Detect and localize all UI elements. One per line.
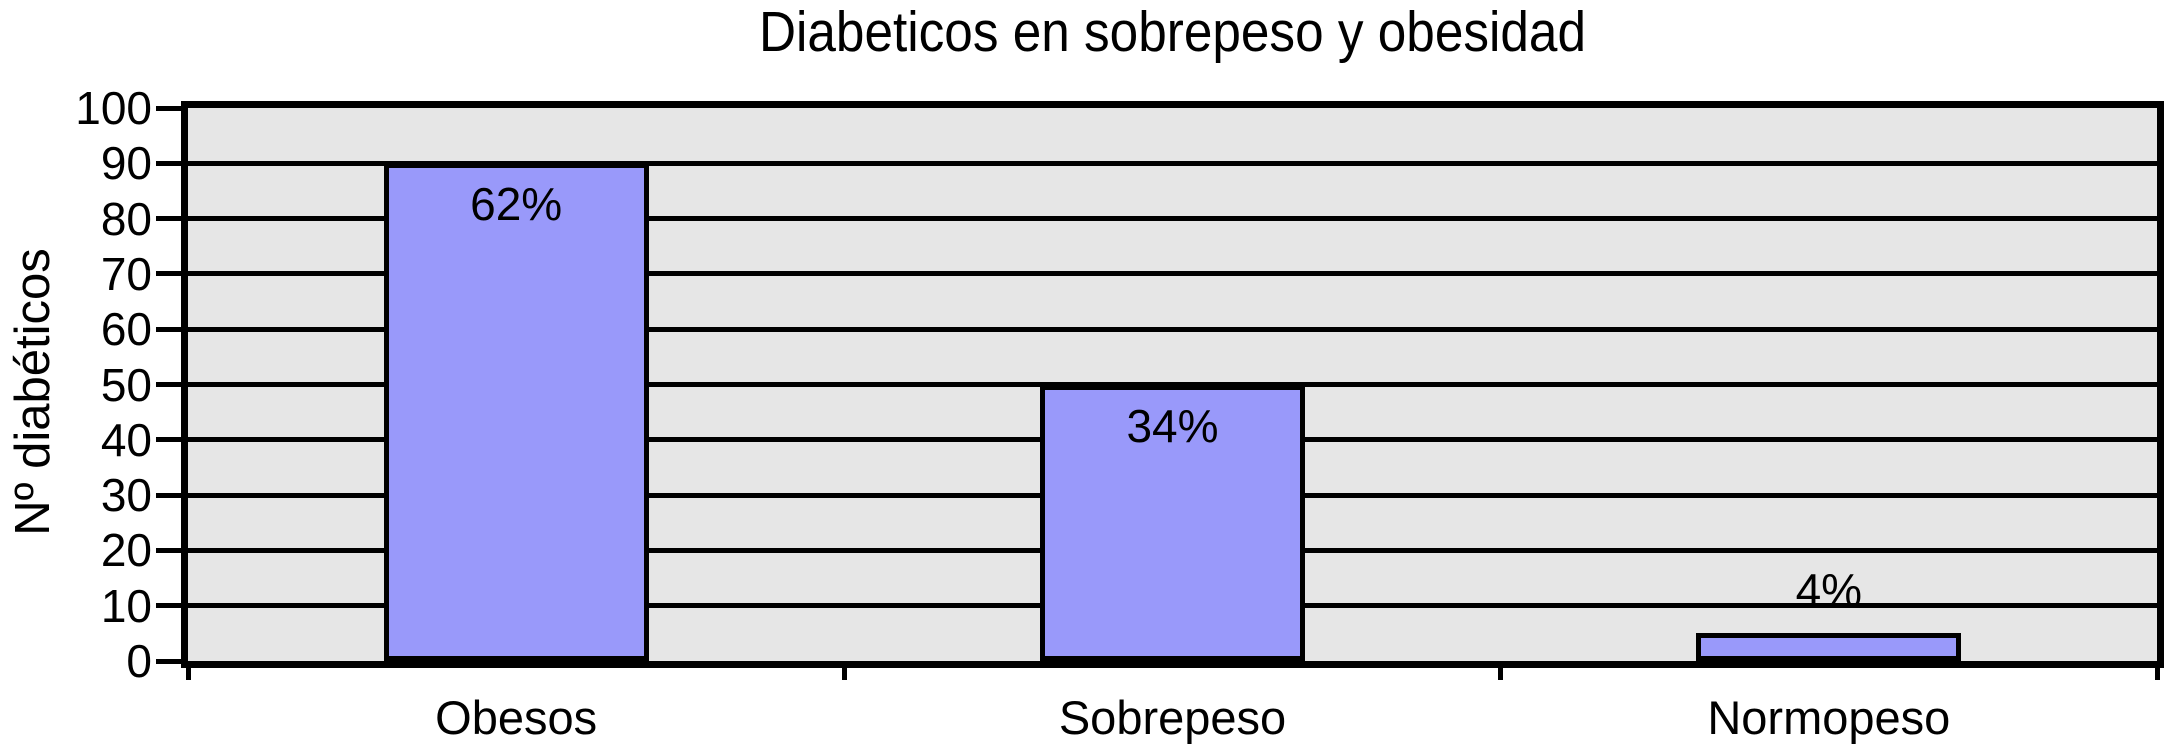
y-axis-tick-90	[156, 160, 186, 166]
bar-sobrepeso	[1040, 384, 1305, 661]
gridline-70	[188, 271, 2157, 277]
x-axis-tick-1	[841, 661, 847, 680]
y-axis-tick-label-40: 40	[100, 413, 152, 466]
category-label-obesos: Obesos	[435, 691, 598, 744]
x-axis-tick-0	[185, 661, 191, 680]
gridline-90	[188, 160, 2157, 166]
bar-value-label-sobrepeso: 34%	[1126, 399, 1219, 452]
y-axis-tick-label-90: 90	[100, 137, 152, 190]
y-axis-tick-label-30: 30	[100, 469, 152, 522]
category-label-sobrepeso: Sobrepeso	[1058, 691, 1287, 744]
plot-area: 62% 34% 4%	[181, 101, 2164, 668]
y-axis-tick-label-80: 80	[100, 192, 152, 245]
y-axis-tick-70	[156, 271, 186, 277]
x-axis-tick-3	[2154, 661, 2160, 680]
y-axis-tick-40	[156, 437, 186, 443]
y-axis-tick-60	[156, 326, 186, 332]
y-axis-tick-20	[156, 547, 186, 553]
chart-title-container: Diabeticos en sobrepeso y obesidad	[188, 4, 2157, 61]
category-label-normopeso: Normopeso	[1707, 691, 1951, 744]
y-axis-tick-10	[156, 603, 186, 609]
gridline-80	[188, 216, 2157, 222]
bar-value-label-obesos: 62%	[470, 178, 563, 231]
bar-normopeso	[1696, 633, 1962, 661]
y-axis-tick-label-10: 10	[100, 579, 152, 632]
y-axis-tick-label-70: 70	[100, 247, 152, 300]
y-axis-tick-0	[156, 658, 186, 664]
y-axis-tick-100	[156, 105, 186, 111]
y-axis-tick-label-60: 60	[100, 303, 152, 356]
y-axis-tick-30	[156, 492, 186, 498]
y-axis-tick-50	[156, 382, 186, 387]
y-axis-tick-label-50: 50	[100, 358, 152, 411]
bar-value-label-normopeso: 4%	[1795, 564, 1863, 617]
gridline-60	[188, 326, 2157, 332]
y-axis-tick-80	[156, 216, 186, 222]
y-axis-tick-label-0: 0	[126, 635, 152, 687]
chart-title: Diabeticos en sobrepeso y obesidad	[758, 0, 1587, 64]
bar-obesos	[383, 163, 649, 661]
y-axis-tick-label-20: 20	[100, 524, 152, 577]
y-axis-tick-label-100: 100	[75, 82, 152, 134]
x-axis-tick-2	[1498, 661, 1504, 680]
